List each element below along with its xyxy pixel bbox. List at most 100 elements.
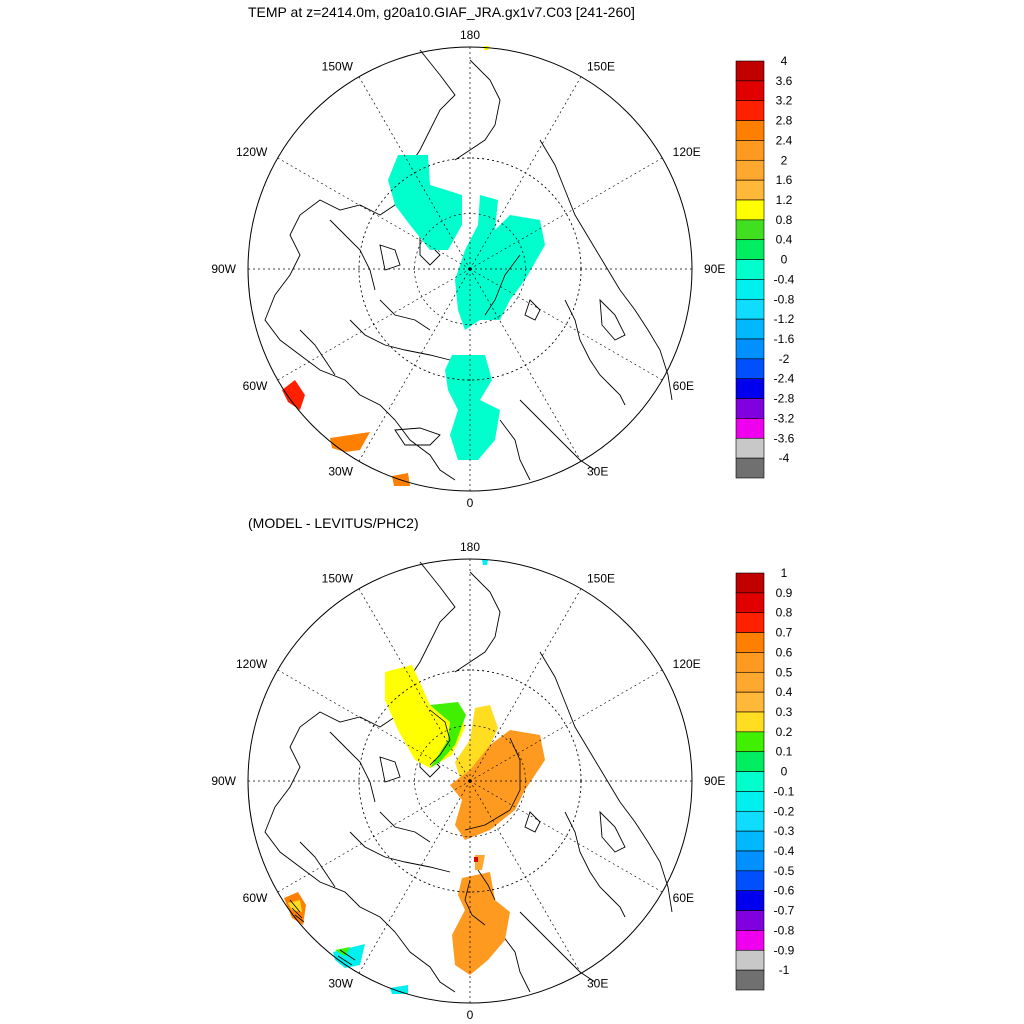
meridian-line: [358, 588, 471, 782]
meridian-line: [469, 268, 663, 381]
longitude-label: 180: [460, 28, 480, 42]
colorbar-tick-label: -4: [779, 451, 790, 465]
polar-map-top: 180 150E 120E 90E 60E 30E 0 30W 60W 90W 120W 150W: [211, 28, 725, 510]
colorbar-swatch: [735, 457, 765, 479]
colorbar-tick-label: 0: [781, 765, 788, 779]
colorbar-swatch: [735, 279, 765, 300]
meridian-line: [469, 268, 582, 462]
longitude-label: 120E: [673, 145, 701, 159]
longitude-label: 30W: [328, 977, 353, 991]
longitude-label: 90W: [211, 262, 236, 276]
contours-bottom: [289, 709, 521, 966]
longitude-label: 120E: [673, 657, 701, 671]
longitude-label: 150E: [587, 571, 615, 585]
colorbar-swatch: [735, 219, 765, 241]
colorbar-swatch: [735, 850, 765, 872]
longitude-label: 150W: [322, 571, 354, 585]
colorbar-tick-label: 2.4: [776, 133, 793, 147]
meridian-line: [277, 780, 471, 893]
colorbar-swatch: [735, 179, 765, 201]
colorbar-tick-label: -0.2: [774, 804, 795, 818]
colorbar-tick-label: 0.5: [776, 665, 793, 679]
colorbar-swatch: [735, 632, 765, 653]
longitude-label: 30E: [587, 977, 608, 991]
longitude-label: 150E: [587, 59, 615, 73]
colorbar-swatch: [735, 60, 765, 82]
longitude-label: 60W: [243, 379, 268, 393]
longitude-label: 60E: [673, 891, 694, 905]
longitude-label: 120W: [236, 657, 268, 671]
colorbar-swatch: [735, 572, 765, 594]
meridian-line: [469, 780, 582, 974]
colorbar-swatch: [735, 771, 765, 792]
colorbar-swatch: [735, 612, 765, 633]
meridian-line: [469, 669, 663, 782]
colorbar-tick-label: -0.1: [774, 784, 795, 798]
colorbar-swatch: [735, 930, 765, 951]
colorbar-tick-label: 1.6: [776, 173, 793, 187]
colorbar-tick-label: 0.1: [776, 745, 793, 759]
colorbar-tick-label: 2: [781, 153, 788, 167]
colorbar-tick-label: -0.8: [774, 923, 795, 937]
meridian-line: [358, 268, 471, 462]
colorbar-tick-label: -1: [779, 963, 790, 977]
colorbar-tick-label: -0.7: [774, 904, 795, 918]
colorbar-swatch: [735, 298, 765, 320]
land-coastlines-top: [264, 49, 673, 481]
colorbar-swatch: [735, 731, 765, 753]
colorbar-tick-label: 0.2: [776, 725, 793, 739]
graticule-top: [247, 46, 693, 492]
longitude-label: 60W: [243, 891, 268, 905]
colorbar-swatch: [735, 830, 765, 852]
colorbar-swatch: [735, 378, 765, 399]
colorbar-swatch: [735, 870, 765, 892]
colorbar-tick-label: 0.8: [776, 606, 793, 620]
meridian-line: [358, 780, 471, 974]
colorbar-swatch: [735, 910, 765, 931]
meridian-line: [277, 157, 471, 270]
colorbar-swatch: [735, 159, 765, 181]
colorbar-tick-label: 1.2: [776, 193, 793, 207]
colorbar-tick-label: 0: [781, 253, 788, 267]
colorbar-tick-label: -0.6: [774, 884, 795, 898]
colorbar-tick-label: 3.2: [776, 94, 793, 108]
filled-regions-top: [282, 46, 545, 486]
colorbar-tick-label: -0.5: [774, 864, 795, 878]
colorbar-swatch: [735, 691, 765, 713]
colorbar-swatch: [735, 592, 765, 614]
colorbar-swatch: [735, 890, 765, 911]
colorbar-swatch: [735, 751, 765, 772]
filled-regions-bottom: [284, 560, 545, 994]
colorbar-tick-label: 0.6: [776, 645, 793, 659]
colorbar-tick-label: -0.3: [774, 824, 795, 838]
colorbar-tick-label: -2.4: [774, 372, 795, 386]
colorbar-swatch: [735, 338, 765, 360]
colorbar-swatch: [735, 140, 765, 161]
longitude-label: 90E: [704, 774, 725, 788]
colorbar-swatch: [735, 239, 765, 260]
colorbar-swatch: [735, 398, 765, 419]
colorbar-tick-label: 0.8: [776, 213, 793, 227]
colorbar-tick-label: 4: [781, 54, 788, 68]
colorbar-tick-label: 0.4: [776, 685, 793, 699]
colorbar-swatch: [735, 80, 765, 102]
land-coastlines-bottom: [264, 561, 673, 993]
colorbar-swatch: [735, 358, 765, 380]
colorbar-swatch: [735, 671, 765, 693]
colorbar-swatch: [735, 969, 765, 991]
meridian-line: [469, 588, 582, 782]
colorbar-bottom: 1 0.9 0.8 0.7 0.6 0.5 0.4 0.3 0.2 0.1 0 -0.1 -0.2 -0.…: [735, 566, 795, 991]
colorbar-tick-label: -0.9: [774, 943, 795, 957]
colorbar-swatch: [735, 418, 765, 439]
meridian-line: [469, 157, 663, 270]
longitude-label: 60E: [673, 379, 694, 393]
meridian-line: [469, 780, 663, 893]
meridian-line: [277, 669, 471, 782]
top-chart-title: TEMP at z=2414.0m, g20a10.GIAF_JRA.gx1v7…: [248, 4, 635, 20]
bottom-chart-title: (MODEL - LEVITUS/PHC2): [248, 515, 419, 531]
longitude-labels-top: 180 150E 120E 90E 60E 30E 0 30W 60W 90W 120W 150W: [211, 28, 725, 510]
colorbar-tick-label: -3.2: [774, 411, 795, 425]
colorbar-tick-label: 0.3: [776, 705, 793, 719]
colorbar-swatch: [735, 810, 765, 832]
colorbar-swatch: [735, 318, 765, 340]
